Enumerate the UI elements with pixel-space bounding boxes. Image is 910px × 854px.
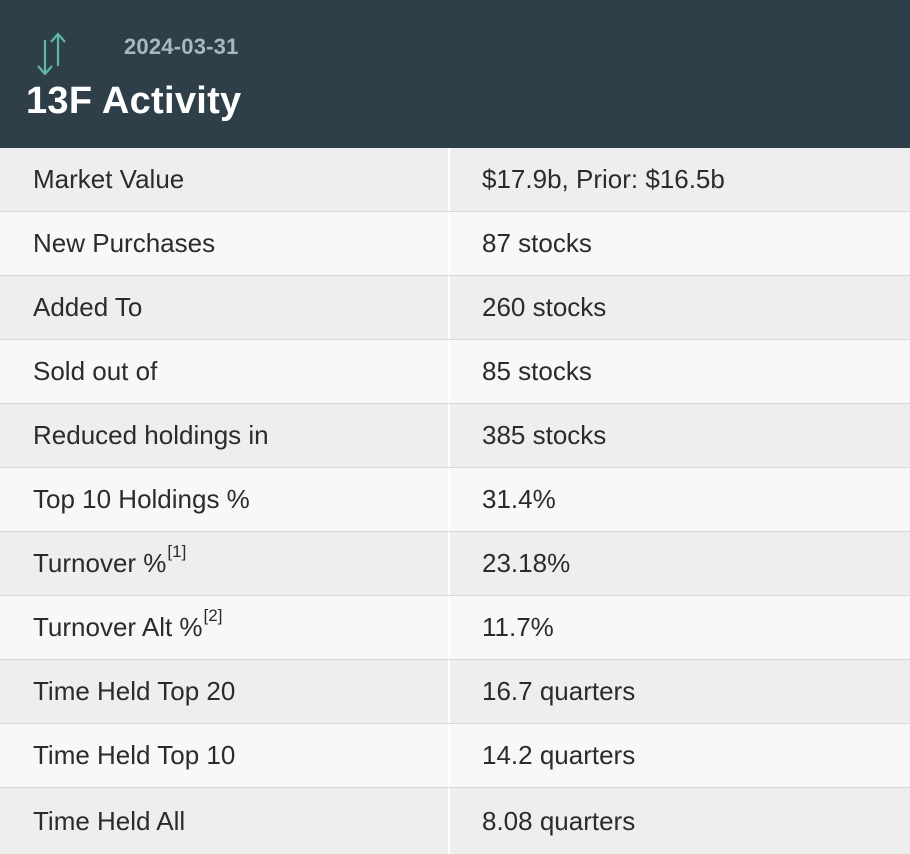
row-label-text: Time Held All bbox=[33, 805, 186, 836]
row-value: 11.7% bbox=[482, 612, 554, 642]
row-value: 8.08 quarters bbox=[482, 805, 636, 836]
table-row: Time Held All 8.08 quarters bbox=[0, 788, 910, 854]
table-row: Added To 260 stocks bbox=[0, 276, 910, 340]
row-label-text: Sold out of bbox=[33, 356, 158, 386]
row-value: 87 stocks bbox=[482, 228, 592, 258]
row-value: 16.7 quarters bbox=[482, 676, 636, 706]
row-label-text: Top 10 Holdings % bbox=[33, 484, 250, 514]
table-row: Turnover Alt % [2] 11.7% bbox=[0, 596, 910, 660]
row-label: Turnover % [1] bbox=[0, 532, 450, 595]
row-label: Market Value bbox=[0, 148, 450, 211]
row-value: 385 stocks bbox=[482, 420, 607, 450]
row-value: 260 stocks bbox=[482, 292, 607, 322]
up-down-arrows-icon bbox=[37, 32, 66, 76]
row-label: New Purchases bbox=[0, 212, 450, 275]
row-label: Top 10 Holdings % bbox=[0, 468, 450, 531]
table-row: Time Held Top 20 16.7 quarters bbox=[0, 660, 910, 724]
row-label-text: New Purchases bbox=[33, 228, 216, 258]
row-label: Turnover Alt % [2] bbox=[0, 596, 450, 659]
row-label-text: Time Held Top 20 bbox=[33, 676, 236, 706]
row-label-text: Added To bbox=[33, 292, 143, 322]
row-value: $17.9b, Prior: $16.5b bbox=[482, 164, 725, 194]
row-label-text: Market Value bbox=[33, 164, 185, 194]
row-label: Time Held Top 20 bbox=[0, 660, 450, 723]
table-row: Reduced holdings in 385 stocks bbox=[0, 404, 910, 468]
row-value: 85 stocks bbox=[482, 356, 592, 386]
footnote-link[interactable]: [2] bbox=[203, 605, 223, 625]
row-label: Time Held Top 10 bbox=[0, 724, 450, 787]
row-label: Sold out of bbox=[0, 340, 450, 403]
table-row: New Purchases 87 stocks bbox=[0, 212, 910, 276]
card-header: 2024-03-31 13F Activity bbox=[0, 0, 910, 148]
row-label-text: Turnover Alt % bbox=[33, 612, 203, 642]
row-label-text: Turnover % bbox=[33, 548, 167, 578]
table-row: Time Held Top 10 14.2 quarters bbox=[0, 724, 910, 788]
activity-table: Market Value $17.9b, Prior: $16.5b New Pur… bbox=[0, 148, 910, 854]
row-value: 23.18% bbox=[482, 548, 571, 578]
row-label: Reduced holdings in bbox=[0, 404, 450, 467]
row-label: Time Held All bbox=[0, 788, 450, 854]
table-row: Turnover % [1] 23.18% bbox=[0, 532, 910, 596]
row-label-text: Time Held Top 10 bbox=[33, 740, 236, 770]
footnote-link[interactable]: [1] bbox=[167, 541, 187, 561]
card-title: 13F Activity bbox=[26, 80, 242, 122]
row-value: 14.2 quarters bbox=[482, 740, 636, 770]
table-row: Sold out of 85 stocks bbox=[0, 340, 910, 404]
row-label-text: Reduced holdings in bbox=[33, 420, 269, 450]
row-label: Added To bbox=[0, 276, 450, 339]
row-value: 31.4% bbox=[482, 484, 556, 514]
report-date: 2024-03-31 bbox=[124, 34, 239, 59]
table-row: Top 10 Holdings % 31.4% bbox=[0, 468, 910, 532]
table-row: Market Value $17.9b, Prior: $16.5b bbox=[0, 148, 910, 212]
